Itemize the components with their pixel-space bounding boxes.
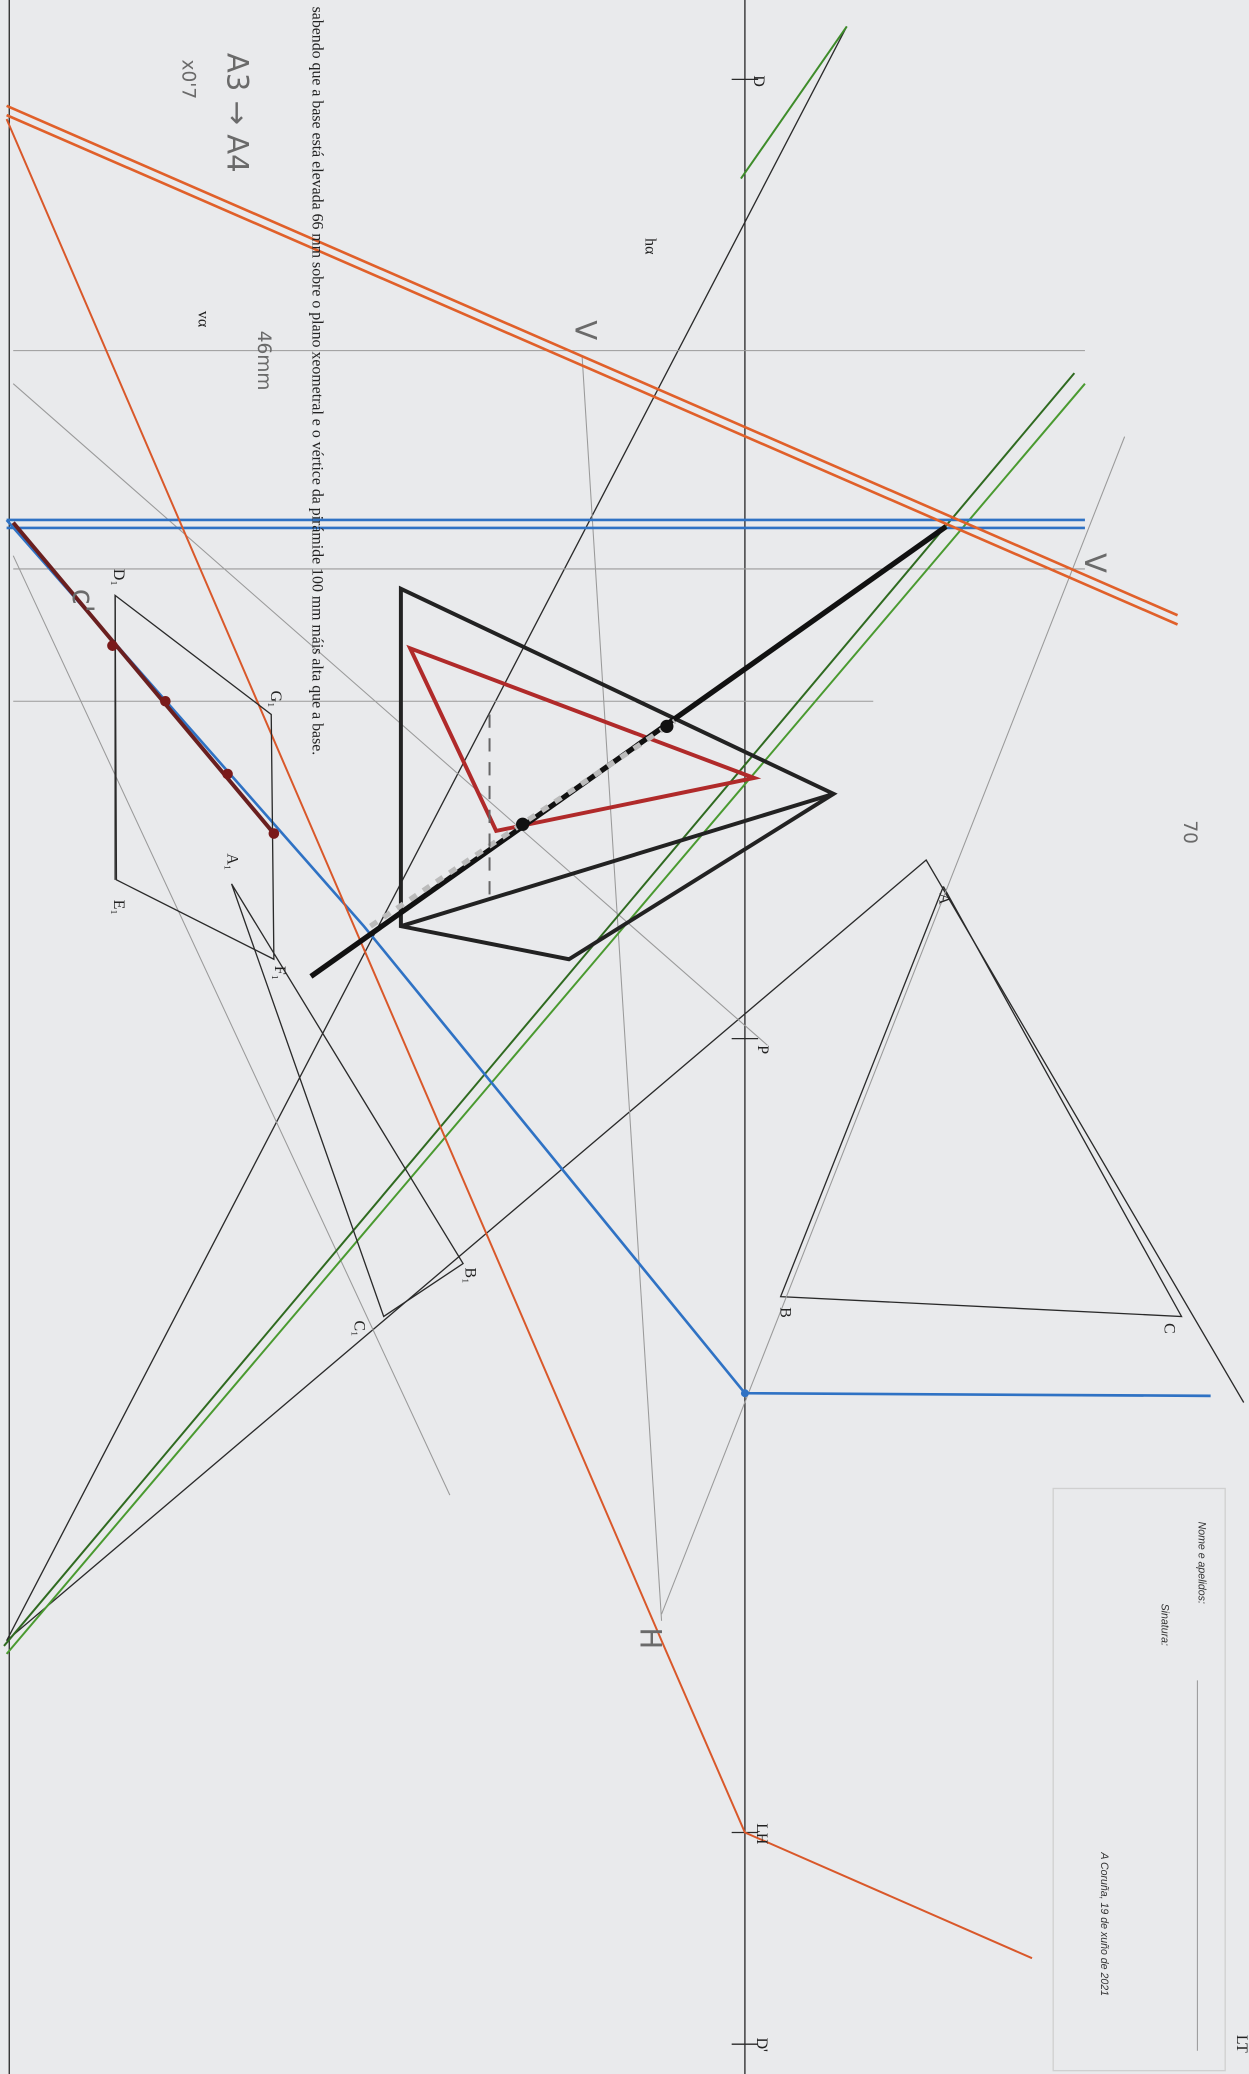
label: LT [1233, 2035, 1249, 2053]
point [160, 696, 171, 707]
label: V [569, 320, 603, 340]
label: hα [642, 238, 659, 254]
page: {"instruction": "sabendo que a base está… [0, 0, 1249, 2074]
drawing: sabendo que a base está elevada 66 mm so… [0, 0, 1249, 2074]
label: B [777, 1307, 794, 1318]
note: x0'7 [178, 60, 199, 100]
instruction: sabendo que a base está elevada 66 mm so… [308, 7, 325, 756]
label: D₁ [110, 569, 127, 586]
label: P [754, 1045, 771, 1054]
label: G₁ [267, 691, 284, 708]
label: A₁ [224, 853, 241, 870]
point [660, 720, 673, 733]
note: A3 → A4 [221, 53, 255, 173]
label: F₁ [271, 966, 288, 980]
label: A [935, 893, 952, 905]
point [107, 640, 118, 651]
label: C [1160, 1323, 1177, 1334]
note: 46mm [253, 331, 274, 391]
label: vα [194, 311, 211, 327]
label: D [750, 75, 767, 86]
label: V [1078, 553, 1112, 573]
label: H [633, 1627, 667, 1649]
point [741, 1389, 749, 1397]
label: C₁ [351, 1320, 368, 1336]
label: E₁ [110, 900, 127, 915]
point [222, 769, 233, 780]
title-block-text: A Coruña, 19 de xuño de 2021 [1098, 1851, 1110, 1996]
point [516, 818, 529, 831]
label: c' [66, 589, 100, 613]
title-block-text: Nome e apelidos: [1196, 1522, 1208, 1604]
label: B₁ [462, 1268, 479, 1284]
point [269, 828, 280, 839]
label: D' [753, 2038, 770, 2052]
note: 70 [1179, 820, 1200, 844]
title-block-text: Sinatura: [1159, 1604, 1171, 1646]
label: LH [753, 1823, 770, 1844]
